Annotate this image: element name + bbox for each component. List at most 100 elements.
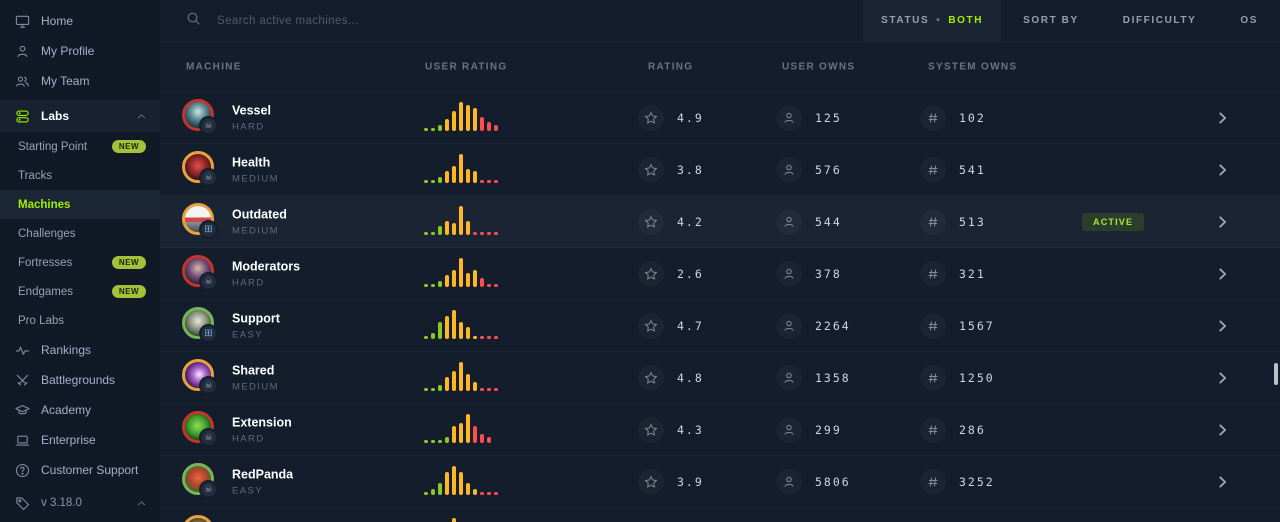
system-owns-cell: 1250: [920, 365, 995, 391]
table-row[interactable]: ☠: [160, 508, 1280, 522]
chevron-right-icon[interactable]: [1218, 475, 1227, 488]
sidebar-item-home[interactable]: Home: [0, 6, 160, 36]
rating-bar: [452, 425, 456, 443]
sidebar-item-fortresses[interactable]: Fortresses NEW: [0, 248, 160, 277]
sidebar-item-my-team[interactable]: My Team: [0, 66, 160, 96]
rating-bar: [487, 232, 491, 235]
sidebar-item-endgames[interactable]: Endgames NEW: [0, 277, 160, 306]
rating-bar: [494, 180, 498, 183]
rating-bar: [431, 180, 435, 183]
user-rating-chart: [424, 465, 498, 495]
machine-name: Shared: [232, 363, 275, 377]
status-filter-button[interactable]: STATUS • BOTH: [863, 0, 1002, 41]
chevron-right-icon[interactable]: [1218, 423, 1227, 436]
system-owns-value: 102: [959, 110, 986, 125]
sidebar-item-machines[interactable]: Machines: [0, 190, 160, 219]
table-row[interactable]: ⊞ Outdated MEDIUM 4.2 544 513 ACTIVE: [160, 196, 1280, 248]
sidebar-item-challenges[interactable]: Challenges: [0, 219, 160, 248]
machine-name-block: Outdated MEDIUM: [232, 207, 287, 236]
column-header-rating: RATING: [648, 61, 694, 72]
star-icon: [638, 105, 664, 131]
search-input[interactable]: [215, 13, 535, 28]
user-owns-cell: 125: [776, 105, 842, 131]
system-owns-value: 286: [959, 422, 986, 437]
sidebar-item-label: Customer Support: [41, 463, 139, 477]
rating-bar: [466, 272, 470, 287]
scrollbar-thumb[interactable]: [1274, 363, 1278, 385]
sidebar-item-v-3-18-0[interactable]: v 3.18.0: [0, 488, 160, 518]
sidebar-item-starting-point[interactable]: Starting Point NEW: [0, 132, 160, 161]
machine-avatar: ☠: [182, 515, 214, 522]
chevron-right-icon[interactable]: [1218, 215, 1227, 228]
rating-bar: [452, 466, 456, 495]
user-owns-cell: 5806: [776, 469, 851, 495]
rating-bar: [480, 278, 484, 287]
user-icon: [14, 43, 30, 59]
chevron-right-icon[interactable]: [1218, 163, 1227, 176]
rating-value: 4.8: [677, 370, 704, 385]
star-icon: [638, 157, 664, 183]
user-owns-value: 299: [815, 422, 842, 437]
tag-icon: [14, 495, 30, 511]
table-row[interactable]: ☠ Shared MEDIUM 4.8 1358 1250: [160, 352, 1280, 404]
chevron-right-icon[interactable]: [1218, 319, 1227, 332]
sidebar-item-rankings[interactable]: Rankings: [0, 335, 160, 365]
sidebar-item-tracks[interactable]: Tracks: [0, 161, 160, 190]
rating-bar: [452, 223, 456, 235]
user-owns-cell: 2264: [776, 313, 851, 339]
machine-name: Moderators: [232, 259, 301, 273]
system-owns-cell: 286: [920, 417, 986, 443]
rankings-icon: [14, 342, 30, 358]
sidebar-item-pro-labs[interactable]: Pro Labs: [0, 306, 160, 335]
rating-bar: [487, 492, 491, 495]
machine-avatar: ☠: [182, 151, 216, 185]
user-owns-cell: 1358: [776, 365, 851, 391]
search-bar[interactable]: [160, 0, 863, 41]
user-owns-value: 5806: [815, 474, 851, 489]
rating-cell: 3.9: [638, 469, 704, 495]
difficulty-filter-button[interactable]: DIFFICULTY: [1122, 15, 1197, 26]
os-badge-icon: ☠: [201, 430, 216, 445]
sidebar-item-label: Challenges: [18, 227, 76, 240]
machine-difficulty: HARD: [232, 433, 265, 444]
table-row[interactable]: ☠ Extension HARD 4.3 299 286: [160, 404, 1280, 456]
rating-cell: 2.6: [638, 261, 704, 287]
sidebar-item-label: Fortresses: [18, 256, 73, 269]
sort-by-button[interactable]: SORT BY: [1023, 15, 1079, 26]
machine-name: Outdated: [232, 207, 287, 221]
sidebar-item-my-profile[interactable]: My Profile: [0, 36, 160, 66]
main-content: STATUS • BOTH SORT BY DIFFICULTY OS MACH…: [160, 0, 1280, 522]
machine-name: Extension: [232, 415, 292, 429]
sidebar-item-battlegrounds[interactable]: Battlegrounds: [0, 365, 160, 395]
rating-bar: [424, 232, 428, 235]
chevron-right-icon[interactable]: [1218, 267, 1227, 280]
chevron-right-icon[interactable]: [1218, 111, 1227, 124]
sidebar-item-label: My Profile: [41, 44, 95, 58]
os-filter-button[interactable]: OS: [1240, 15, 1258, 26]
table-row[interactable]: ⊞ Support EASY 4.7 2264 1567: [160, 300, 1280, 352]
table-row[interactable]: ☠ Vessel HARD 4.9 125 102: [160, 92, 1280, 144]
sidebar-item-enterprise[interactable]: Enterprise: [0, 425, 160, 455]
user-owns-value: 544: [815, 214, 842, 229]
rating-cell: 3.8: [638, 157, 704, 183]
sidebar-item-label: Home: [41, 14, 74, 28]
rating-bar: [438, 483, 442, 495]
star-icon: [638, 209, 664, 235]
rating-bar: [480, 388, 484, 391]
sidebar-item-academy[interactable]: Academy: [0, 395, 160, 425]
table-row[interactable]: ☠ Health MEDIUM 3.8 576 541: [160, 144, 1280, 196]
rating-bar: [424, 388, 428, 391]
rating-bar: [473, 382, 477, 391]
table-row[interactable]: ☠ RedPanda EASY 3.9 5806 3252: [160, 456, 1280, 508]
rating-bar: [445, 315, 449, 339]
sidebar-item-labs[interactable]: Labs: [0, 100, 160, 132]
rating-bar: [473, 336, 477, 339]
user-icon: [776, 157, 802, 183]
rating-bar: [466, 483, 470, 495]
user-rating-chart: [424, 517, 491, 522]
rating-bar: [445, 220, 449, 235]
table-row[interactable]: ☠ Moderators HARD 2.6 378 321: [160, 248, 1280, 300]
sidebar-item-customer-support[interactable]: Customer Support: [0, 455, 160, 485]
column-header-machine: MACHINE: [186, 61, 242, 72]
chevron-right-icon[interactable]: [1218, 371, 1227, 384]
